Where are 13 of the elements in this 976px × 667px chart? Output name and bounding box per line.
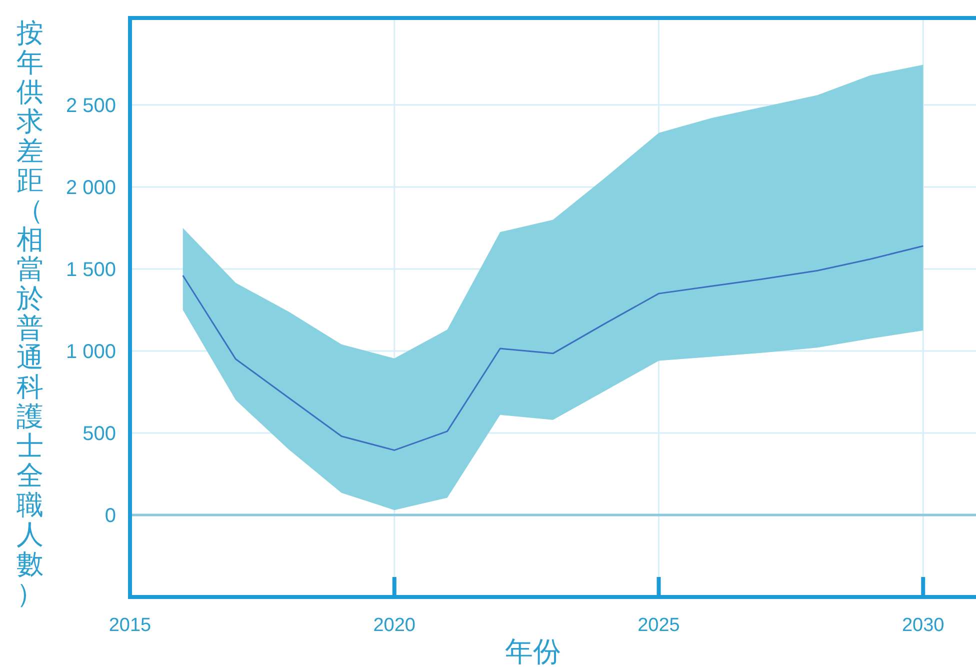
text: 按年供求差距（相當於普通科護士全職人數） (16, 18, 44, 608)
y-tick-label: 2 500 (66, 94, 116, 117)
x-axis-title: 年份 (505, 636, 561, 667)
x-tick-label: 2030 (902, 615, 944, 636)
line-series (182, 245, 924, 451)
y-tick-label: 2 000 (66, 176, 116, 199)
x-tick-label: 2025 (638, 615, 680, 636)
x-tick-label: 2015 (108, 615, 152, 636)
y-tick-label: 1 000 (66, 340, 116, 363)
y-tick-label: 0 (104, 504, 116, 527)
x-tick-label: 2020 (373, 615, 416, 636)
y-tick-label: 1 500 (66, 258, 116, 281)
y-tick-label: 500 (82, 422, 116, 445)
